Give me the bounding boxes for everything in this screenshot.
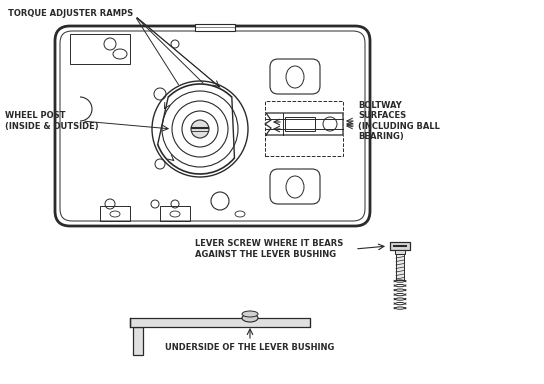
Text: LEVER SCREW WHERE IT BEARS
AGAINST THE LEVER BUSHING: LEVER SCREW WHERE IT BEARS AGAINST THE L…: [195, 239, 343, 259]
Bar: [160, 206, 190, 221]
Text: UNDERSIDE OF THE LEVER BUSHING: UNDERSIDE OF THE LEVER BUSHING: [165, 343, 335, 352]
Ellipse shape: [242, 311, 258, 317]
Bar: [195, 24, 235, 31]
Text: BOLTWAY
SURFACES
(INCLUDING BALL
BEARING): BOLTWAY SURFACES (INCLUDING BALL BEARING…: [358, 101, 440, 141]
Bar: [396, 254, 404, 280]
Text: WHEEL POST
(INSIDE & OUTSIDE): WHEEL POST (INSIDE & OUTSIDE): [5, 111, 98, 131]
Circle shape: [191, 120, 209, 138]
Bar: [265, 101, 343, 156]
Bar: [395, 250, 405, 254]
Bar: [130, 318, 310, 327]
FancyBboxPatch shape: [55, 26, 370, 226]
Bar: [285, 117, 315, 131]
FancyBboxPatch shape: [270, 59, 320, 94]
Ellipse shape: [242, 314, 258, 322]
Polygon shape: [265, 113, 343, 135]
FancyBboxPatch shape: [270, 169, 320, 204]
Bar: [133, 327, 143, 355]
Bar: [70, 34, 130, 64]
Bar: [390, 242, 410, 250]
Text: TORQUE ADJUSTER RAMPS: TORQUE ADJUSTER RAMPS: [8, 9, 133, 18]
Bar: [100, 206, 130, 221]
